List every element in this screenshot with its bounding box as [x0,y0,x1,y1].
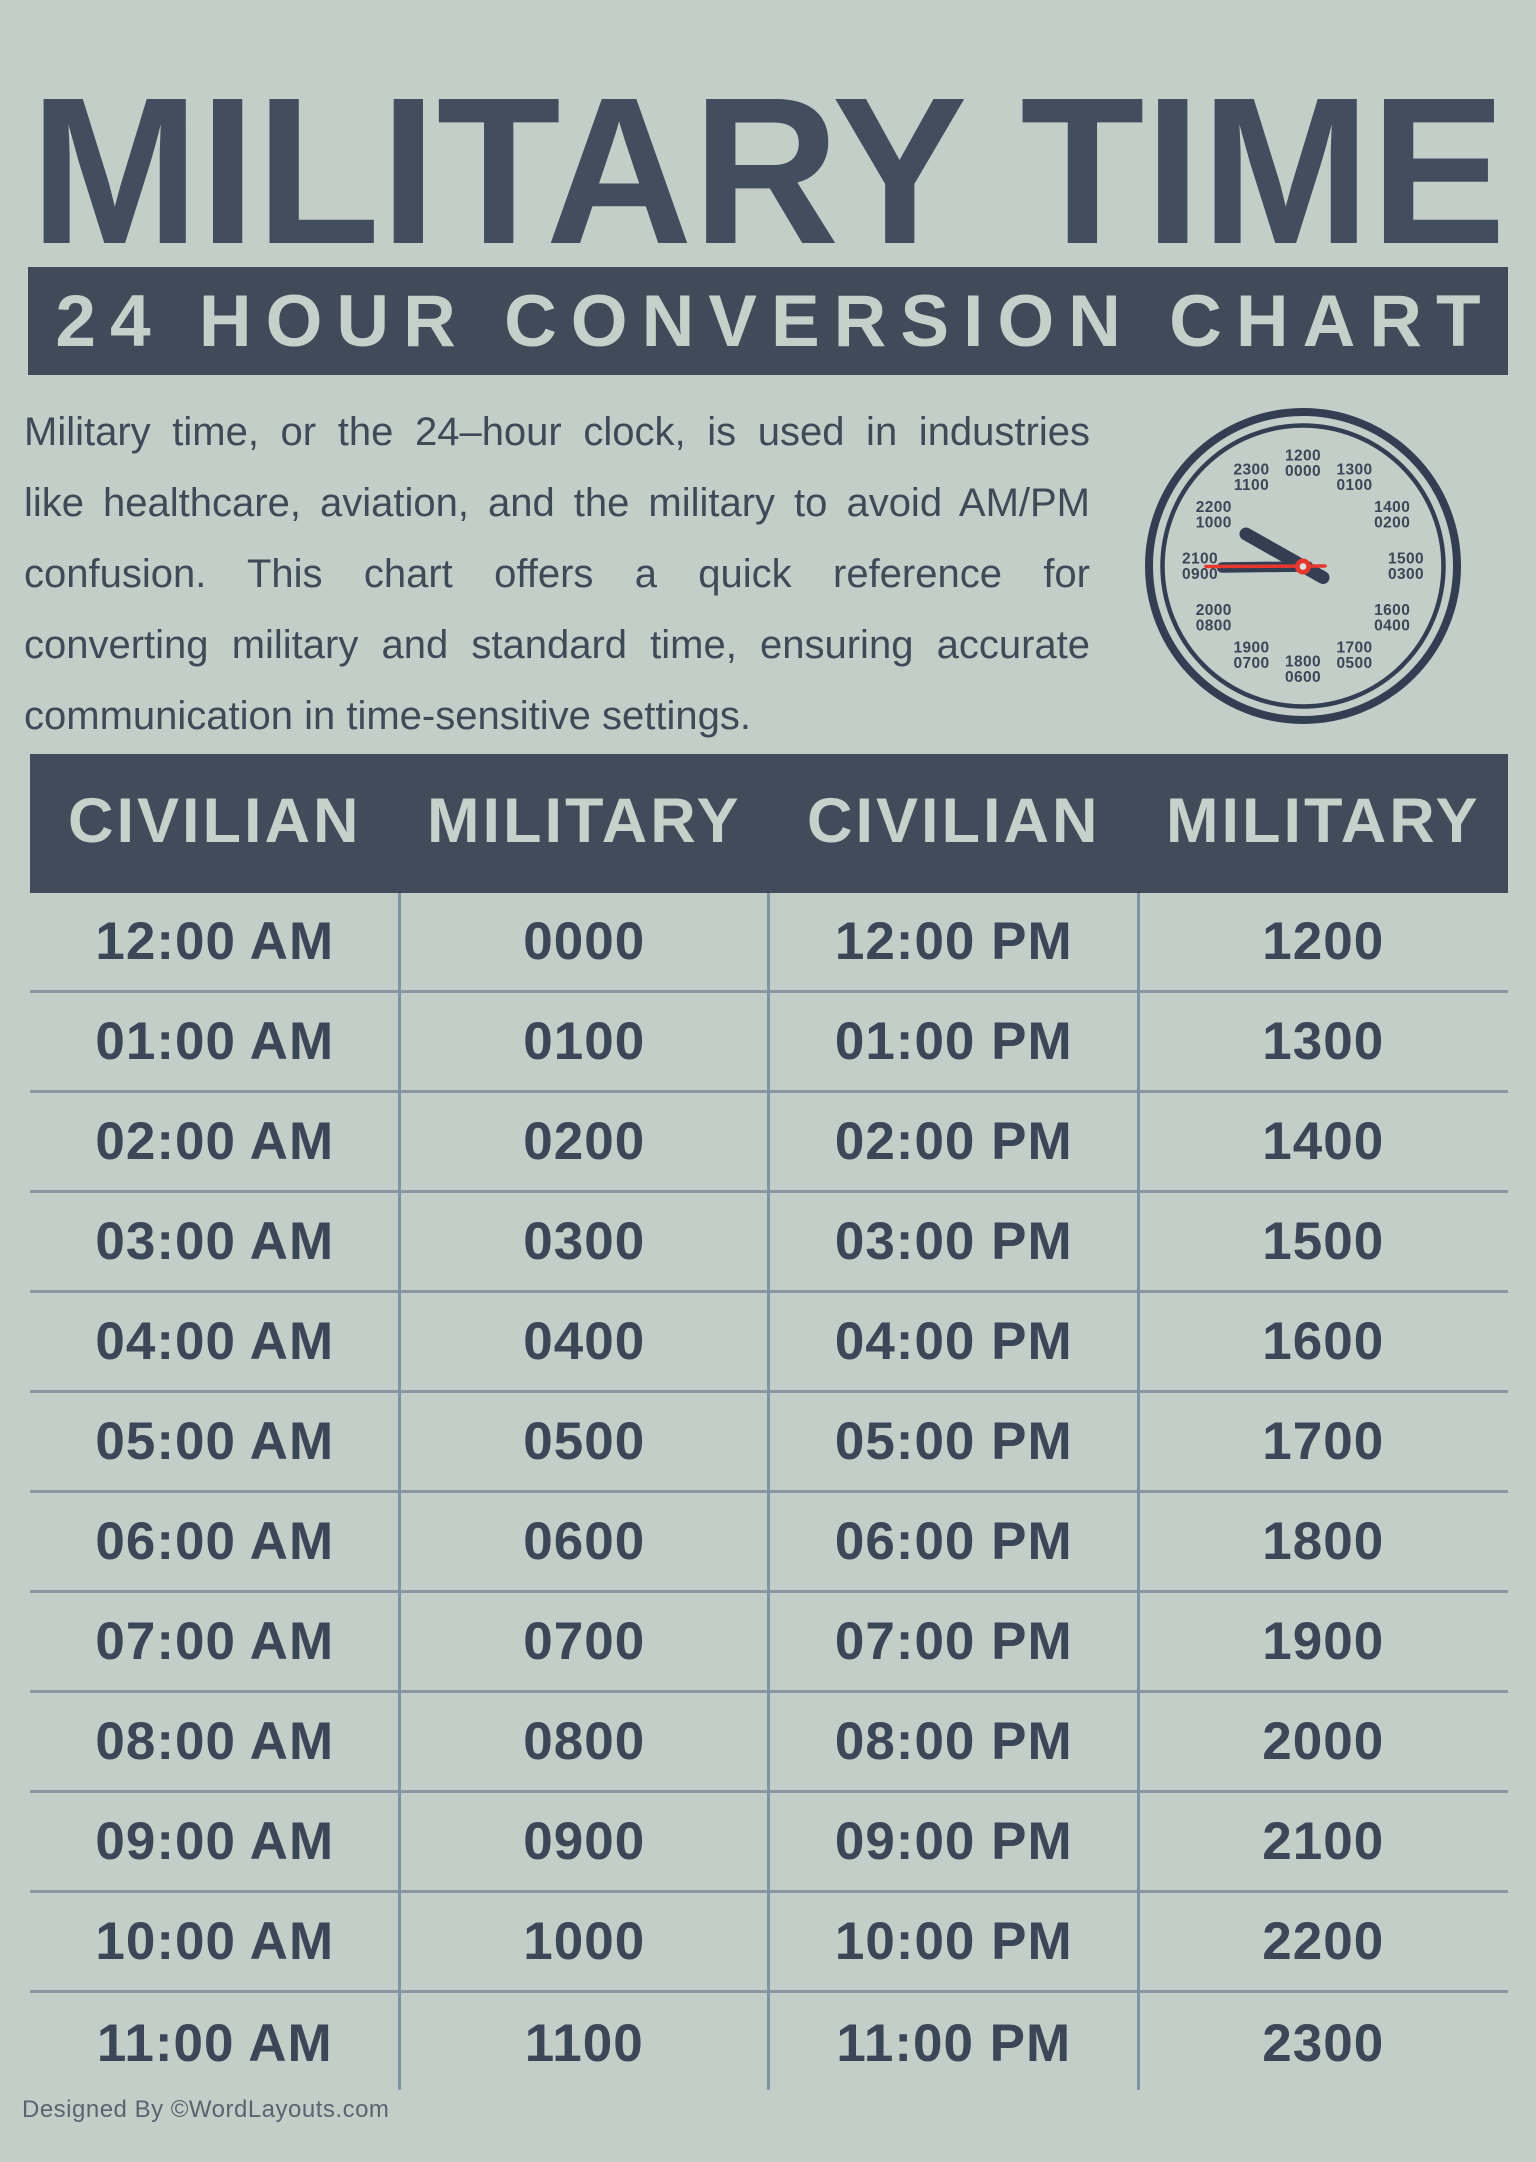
table-cell: 0200 [523,1112,646,1171]
table-cell: 0500 [523,1412,646,1471]
clock-label: 1300 0100 [1336,461,1372,494]
clock-label: 1400 0200 [1374,499,1410,532]
table-cell: 03:00 AM [95,1212,335,1271]
table-cell: 2300 [1262,2013,1385,2073]
table-cell: 0800 [523,1712,646,1771]
table-cell: 05:00 AM [95,1412,335,1471]
table-cell: 0300 [523,1212,646,1271]
table-cell: 1700 [1262,1412,1385,1471]
table-cell: 09:00 PM [834,1812,1073,1871]
table-cell: 12:00 AM [95,912,335,971]
table-cell: 07:00 AM [95,1612,335,1671]
subtitle-text: 24 HOUR CONVERSION CHART [55,280,1495,362]
table-cell: 2200 [1262,1912,1385,1971]
subtitle-banner: 24 HOUR CONVERSION CHART [28,267,1508,375]
footer-credit: Designed By ©WordLayouts.com [22,2096,390,2123]
table-cell: 06:00 PM [834,1512,1073,1571]
table-cell: 03:00 PM [834,1212,1073,1271]
table-cell: 1400 [1262,1112,1385,1171]
intro-line: like healthcare, aviation, and the milit… [24,481,1090,525]
clock-hub-inner [1299,563,1307,570]
clock-label: 1800 0600 [1285,654,1321,687]
table-cell: 2000 [1262,1712,1385,1771]
intro-line: communication in time-sensitive settings… [24,694,751,738]
table-cell: 0600 [523,1512,646,1571]
table-cell: 1300 [1262,1012,1385,1071]
table-cell: 1100 [524,2013,644,2073]
table-cell: 12:00 PM [834,912,1073,971]
table-cell: 1600 [1262,1312,1385,1371]
column-header: CIVILIAN [67,785,362,856]
intro-line: Military time, or the 24–hour clock, is … [24,410,1090,454]
table-cell: 10:00 PM [834,1912,1073,1971]
table-cell: 06:00 AM [95,1512,335,1571]
clock-label: 2200 1000 [1196,499,1232,532]
page-title-graphic: MILITARY TIME [30,93,1506,245]
table-cell: 1500 [1262,1212,1385,1271]
table-cell: 01:00 AM [95,1012,335,1071]
column-header: MILITARY [427,785,742,856]
clock-label: 2100 0900 [1182,551,1218,584]
table-cell: 0000 [523,912,646,971]
clock-label: 1900 0700 [1233,640,1269,673]
intro-line: converting military and standard time, e… [24,623,1090,667]
clock-label: 2300 1100 [1233,461,1269,494]
intro-paragraph: Military time, or the 24–hour clock, is … [24,397,1090,752]
table-cell: 05:00 PM [834,1412,1073,1471]
table-cell: 10:00 AM [95,1912,335,1971]
table-cell: 2100 [1262,1812,1385,1871]
table-header-row: CIVILIAN MILITARY CIVILIAN MILITARY [30,754,1508,893]
table-cell: 08:00 PM [834,1712,1073,1771]
table-cell: 0700 [523,1612,646,1671]
column-divider [1137,893,1140,2090]
clock-label: 1500 0300 [1388,551,1424,584]
page-title: MILITARY TIME [30,93,1506,245]
table-cell: 1000 [523,1912,646,1971]
table-cell: 04:00 AM [95,1312,335,1371]
table-cell: 04:00 PM [834,1312,1073,1371]
table-cell: 1200 [1262,912,1385,971]
table-cell: 01:00 PM [834,1012,1073,1071]
table-cell: 0400 [523,1312,646,1371]
table-cell: 09:00 AM [95,1812,335,1871]
table-cell: 1800 [1262,1512,1385,1571]
table-cell: 11:00 PM [836,2013,1072,2073]
clock-label: 1200 0000 [1285,448,1321,481]
column-divider [398,893,401,2090]
clock-outer-ring [1145,408,1461,724]
clock-label: 1600 0400 [1374,602,1410,635]
clock-label: 1700 0500 [1336,640,1372,673]
clock-label: 2000 0800 [1196,602,1232,635]
table-cell: 07:00 PM [834,1612,1073,1671]
table-cell: 02:00 PM [834,1112,1073,1171]
column-header: MILITARY [1166,785,1481,856]
table-cell: 11:00 AM [96,2013,333,2073]
table-cell: 02:00 AM [95,1112,335,1171]
table-row: 11:00 AM 1100 11:00 PM 2300 [30,1993,1508,2093]
intro-line: confusion. This chart offers a quick ref… [24,552,1090,596]
clock-inner-ring [1160,423,1446,709]
table-cell: 1900 [1262,1612,1385,1671]
conversion-table: CIVILIAN MILITARY CIVILIAN MILITARY 12:00 A… [30,754,1508,2093]
table-cell: 0100 [523,1012,646,1071]
column-divider [767,893,770,2090]
column-header: CIVILIAN [806,785,1101,856]
table-cell: 08:00 AM [95,1712,335,1771]
table-cell: 0900 [523,1812,646,1871]
